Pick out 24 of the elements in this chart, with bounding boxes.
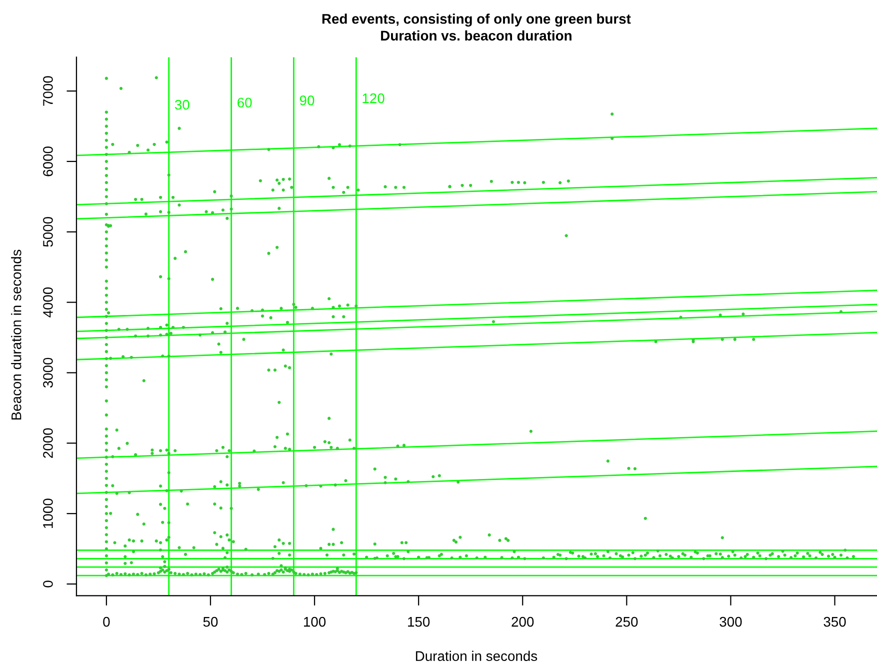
x-tick-label: 200	[512, 616, 534, 627]
x-tick-label: 50	[203, 616, 218, 627]
x-tick-label: 0	[103, 616, 110, 627]
chart-title: Red events, consisting of only one green burst	[322, 14, 631, 27]
y-tick-label: 0	[43, 580, 53, 588]
ref-line-label: 90	[300, 96, 314, 106]
y-tick-label: 5000	[43, 216, 53, 247]
ref-line-label: 30	[174, 100, 190, 110]
ref-line-label: 60	[238, 98, 252, 108]
x-tick-label: 350	[824, 616, 846, 627]
chart-subtitle: Duration vs. beacon duration	[381, 30, 572, 41]
x-axis-title: Duration in seconds	[416, 650, 538, 661]
y-tick-label: 3000	[43, 358, 53, 388]
y-tick-label: 4000	[43, 287, 53, 318]
y-axis-title: Beacon duration in seconds	[11, 250, 22, 420]
y-tick-label: 7000	[43, 76, 53, 106]
x-tick-label: 100	[304, 616, 326, 627]
y-tick-label: 6000	[43, 146, 53, 176]
y-tick-label: 1000	[43, 498, 53, 528]
ref-line-label: 120	[362, 93, 384, 104]
x-tick-label: 250	[616, 616, 638, 627]
y-tick-label: 2000	[43, 428, 53, 458]
x-tick-label: 150	[408, 616, 430, 627]
x-tick-label: 300	[720, 616, 742, 627]
